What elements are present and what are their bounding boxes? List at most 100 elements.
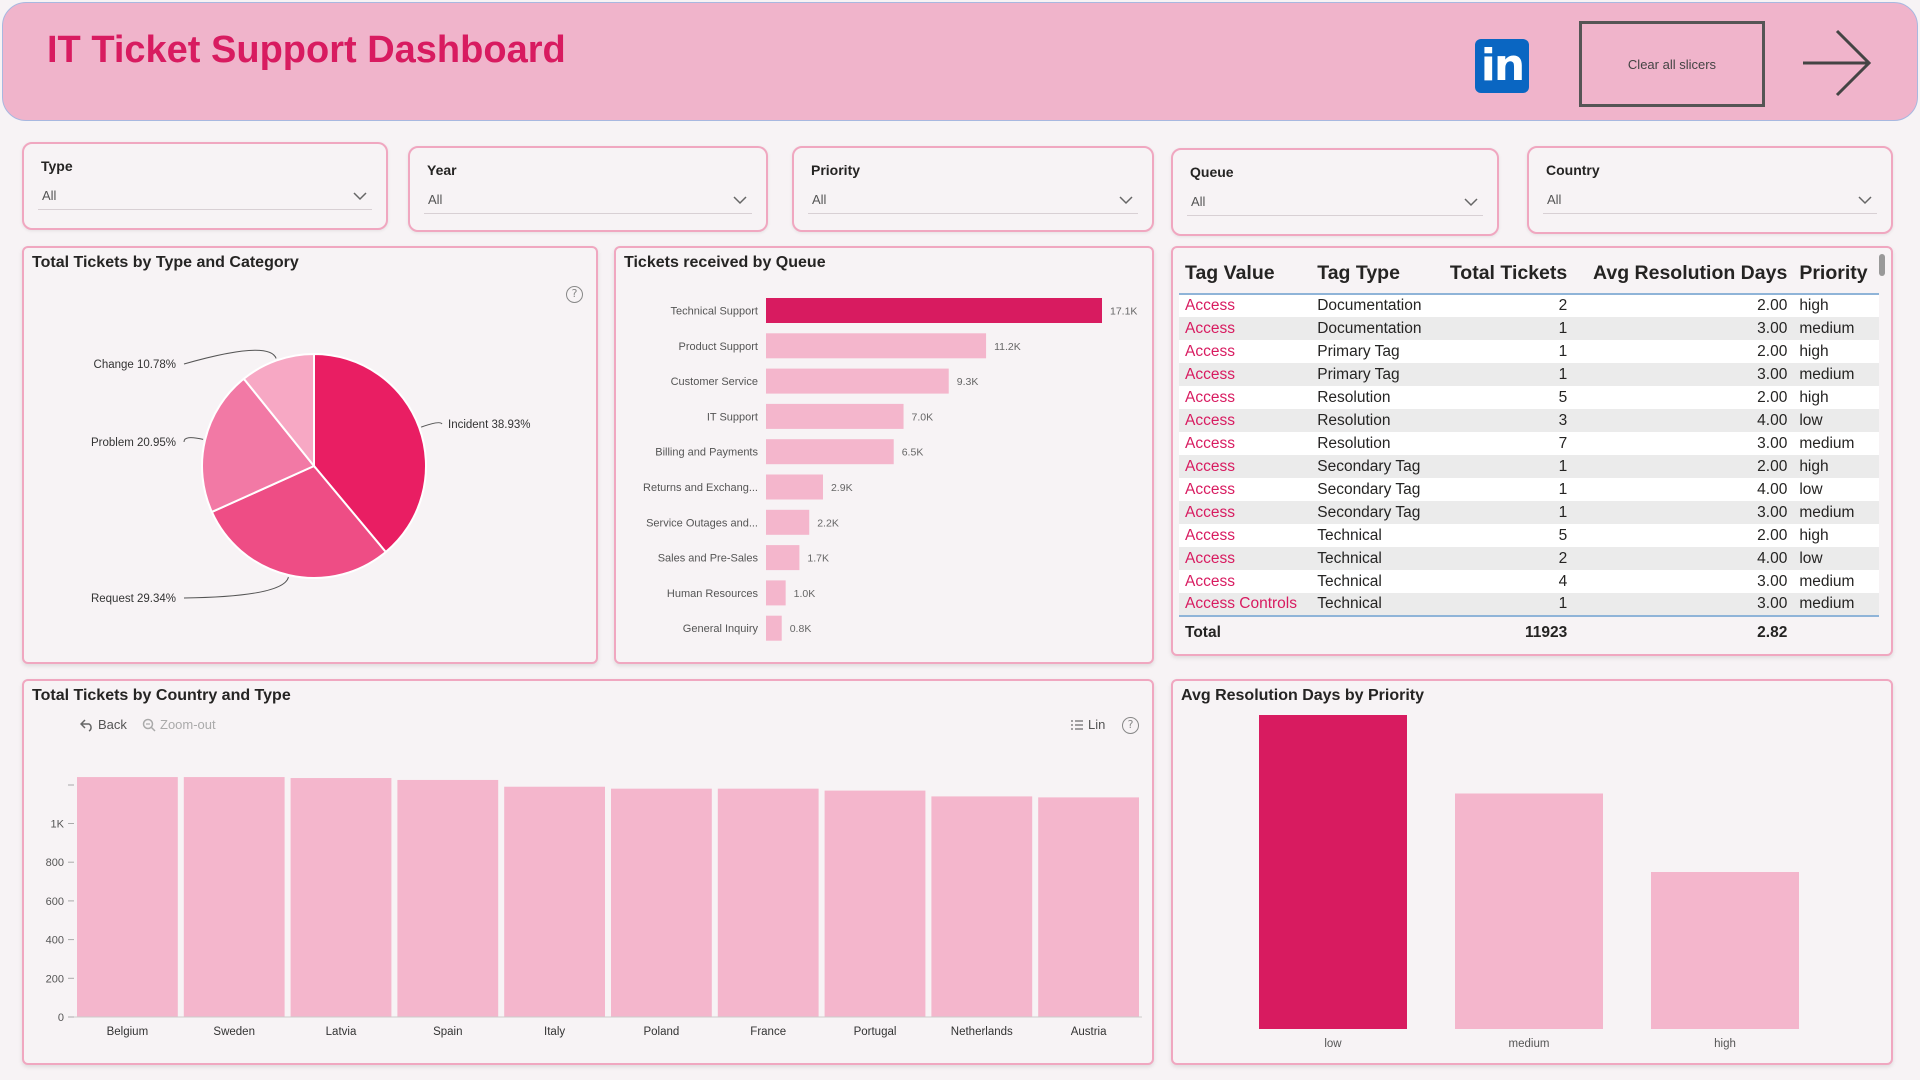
arrow-right-icon[interactable]	[1799, 27, 1875, 99]
chevron-down-icon	[353, 192, 367, 201]
y-tick-label: 800	[46, 857, 64, 869]
cell-total-tickets: 7	[1435, 432, 1574, 455]
queue-bar[interactable]	[766, 368, 949, 394]
queue-bar[interactable]	[766, 615, 782, 641]
col-header-total-tickets[interactable]: Total Tickets	[1435, 254, 1574, 295]
col-header-priority[interactable]: Priority	[1793, 254, 1879, 295]
table-row[interactable]: Access Controls Technical 1 3.00 medium	[1179, 593, 1879, 616]
cell-avg-resolution-days: 2.00	[1573, 340, 1794, 363]
country-dropdown[interactable]: All	[1543, 186, 1877, 214]
table-row[interactable]: Access Secondary Tag 1 3.00 medium	[1179, 501, 1879, 524]
country-bar[interactable]	[611, 788, 712, 1017]
cell-avg-resolution-days: 2.00	[1573, 294, 1794, 317]
table-row[interactable]: Access Documentation 2 2.00 high	[1179, 294, 1879, 317]
cell-priority: high	[1793, 524, 1879, 547]
back-button[interactable]: Back	[80, 717, 127, 732]
table-scrollbar[interactable]	[1879, 254, 1885, 276]
cell-tag-value: Access	[1179, 432, 1312, 455]
chevron-down-icon	[1119, 196, 1133, 205]
linkedin-icon[interactable]: in	[1475, 39, 1529, 93]
list-toggle-button[interactable]: Lin	[1070, 717, 1105, 732]
queue-value-label: 0.8K	[790, 623, 812, 635]
queue-category-label: IT Support	[707, 411, 758, 423]
table-total-row: Total 11923 2.82	[1179, 615, 1879, 648]
priority-bar-high[interactable]	[1651, 872, 1799, 1029]
queue-bar[interactable]	[766, 333, 987, 359]
country-bar[interactable]	[824, 790, 926, 1017]
col-header-avg-resolution-days[interactable]: Avg Resolution Days	[1573, 254, 1794, 295]
col-header-tag-value[interactable]: Tag Value	[1179, 254, 1312, 295]
pie-label: Change 10.78%	[94, 359, 176, 371]
clear-all-slicers-button[interactable]: Clear all slicers	[1579, 21, 1765, 107]
lin-label: Lin	[1088, 717, 1106, 732]
cell-priority: low	[1793, 478, 1879, 501]
country-bar[interactable]	[397, 779, 499, 1017]
queue-bar[interactable]	[766, 545, 800, 571]
country-bar[interactable]	[1038, 797, 1139, 1017]
country-bar[interactable]	[717, 788, 819, 1017]
table-header-row: Tag Value Tag Type Total Tickets Avg Res…	[1179, 254, 1879, 295]
country-bar[interactable]	[183, 777, 285, 1017]
table-row[interactable]: Access Resolution 7 3.00 medium	[1179, 432, 1879, 455]
cell-tag-type: Technical	[1311, 547, 1436, 570]
queue-value-label: 1.7K	[807, 553, 829, 565]
pie-slice-incident[interactable]	[313, 352, 427, 554]
page-title: IT Ticket Support Dashboard	[47, 29, 566, 71]
queue-bar[interactable]	[766, 474, 823, 500]
pie-leader-line	[421, 422, 443, 428]
cell-priority: low	[1793, 409, 1879, 432]
table-row[interactable]: Access Technical 5 2.00 high	[1179, 524, 1879, 547]
table-row[interactable]: Access Resolution 3 4.00 low	[1179, 409, 1879, 432]
country-bar[interactable]	[931, 796, 1033, 1017]
cell-tag-value: Access	[1179, 317, 1312, 340]
zoom-out-button[interactable]: Zoom-out	[142, 717, 216, 732]
country-label: Sweden	[213, 1026, 255, 1038]
queue-bar[interactable]	[766, 439, 894, 465]
cell-avg-resolution-days: 4.00	[1573, 547, 1794, 570]
table-row[interactable]: Access Secondary Tag 1 4.00 low	[1179, 478, 1879, 501]
col-header-tag-type[interactable]: Tag Type	[1311, 254, 1436, 295]
cell-tag-value: Access	[1179, 363, 1312, 386]
queue-bar[interactable]	[766, 509, 810, 535]
priority-bar-medium[interactable]	[1455, 793, 1603, 1030]
cell-tag-type: Secondary Tag	[1311, 455, 1436, 478]
total-cell: Total	[1179, 615, 1312, 648]
table-row[interactable]: Access Technical 2 4.00 low	[1179, 547, 1879, 570]
country-bar[interactable]	[77, 777, 178, 1017]
year-dropdown[interactable]: All	[424, 186, 752, 214]
queue-bar[interactable]	[766, 580, 786, 606]
queue-dropdown[interactable]: All	[1187, 188, 1483, 216]
pie-slice-request[interactable]	[210, 464, 388, 579]
table-row[interactable]: Access Secondary Tag 1 2.00 high	[1179, 455, 1879, 478]
pie-chart: Incident 38.93% Request 29.34% Problem 20.…	[91, 349, 530, 605]
table-row[interactable]: Access Primary Tag 1 3.00 medium	[1179, 363, 1879, 386]
table-row[interactable]: Access Technical 4 3.00 medium	[1179, 570, 1879, 593]
total-cell: 2.82	[1573, 615, 1794, 648]
help-icon[interactable]: ?	[1122, 717, 1139, 734]
country-bar-chart: 0 200 400 600 800 1K Belgium Sweden Latvia Spain I…	[46, 777, 1142, 1038]
help-icon[interactable]: ?	[566, 286, 583, 303]
queue-bar[interactable]	[766, 298, 1102, 323]
cell-tag-value: Access	[1179, 501, 1312, 524]
table-row[interactable]: Access Resolution 5 2.00 high	[1179, 386, 1879, 409]
cell-tag-type: Primary Tag	[1311, 340, 1436, 363]
zoom-out-icon	[142, 718, 156, 732]
cell-priority: high	[1793, 340, 1879, 363]
type-dropdown[interactable]: All	[38, 182, 372, 210]
cell-total-tickets: 1	[1435, 363, 1574, 386]
total-cell: 11923	[1435, 615, 1574, 648]
priority-chart-card: Avg Resolution Days by Priority low mediu…	[1171, 679, 1893, 1065]
table-row[interactable]: Access Primary Tag 1 2.00 high	[1179, 340, 1879, 363]
cell-priority: high	[1793, 455, 1879, 478]
cell-tag-type: Resolution	[1311, 432, 1436, 455]
country-bar[interactable]	[290, 778, 392, 1017]
queue-bar[interactable]	[766, 403, 904, 429]
pie-slice-problem[interactable]	[201, 377, 316, 514]
table-row[interactable]: Access Documentation 1 3.00 medium	[1179, 317, 1879, 340]
pie-slice-change[interactable]	[242, 352, 315, 469]
cell-total-tickets: 1	[1435, 478, 1574, 501]
country-bar[interactable]	[504, 786, 605, 1017]
priority-dropdown[interactable]: All	[808, 186, 1138, 214]
priority-bar-low[interactable]	[1259, 715, 1407, 1029]
cell-tag-type: Technical	[1311, 593, 1436, 616]
